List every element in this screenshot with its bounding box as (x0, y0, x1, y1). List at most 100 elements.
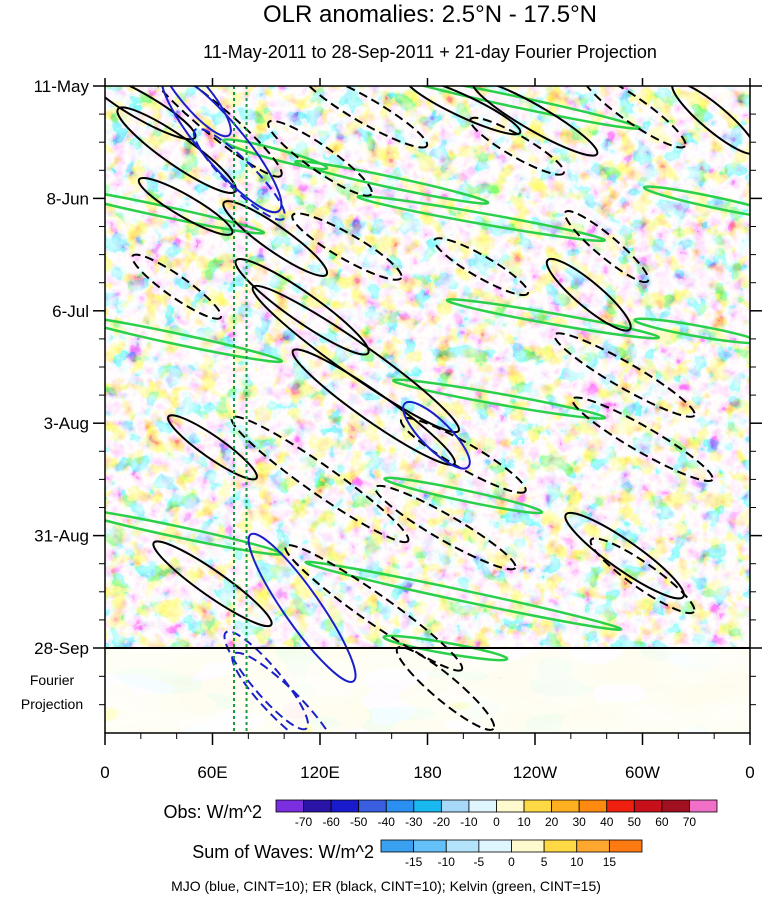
projection-label-fourier: Fourier (30, 672, 75, 688)
obs-colorbar-level-3: -40 (378, 815, 396, 829)
obs-colorbar-level-13: 60 (655, 815, 669, 829)
obs-colorbar-level-14: 70 (683, 815, 697, 829)
obs-colorbar-level-10: 30 (573, 815, 587, 829)
obs-colorbar-label: Obs: W/m^2 (164, 802, 262, 822)
obs-colorbar-swatch-12 (606, 799, 635, 813)
y-axis: 11-May 8-Jun 6-Jul 3-Aug 31-Aug 28-Sep (34, 77, 762, 706)
er-contour-27 (589, 537, 696, 615)
obs-colorbar-swatch-4 (385, 799, 415, 813)
er-contour-23 (553, 332, 696, 418)
chart-title: OLR anomalies: 2.5°N - 17.5°N (263, 1, 597, 28)
y-tick-label-0: 11-May (34, 77, 90, 96)
obs-colorbar-level-9: 20 (545, 815, 559, 829)
x-tick-label-6: 0 (745, 763, 754, 782)
obs-colorbar-swatch-7 (468, 799, 497, 813)
obs-colorbar-swatch-10 (551, 799, 580, 813)
waves-colorbar-level-3: 0 (508, 855, 515, 869)
er-contour-16 (563, 210, 650, 284)
mjo-contour-6 (231, 651, 338, 733)
er-contour-21 (230, 415, 410, 544)
waves-colorbar-swatch-7 (608, 839, 643, 853)
er-contour-8 (267, 119, 373, 197)
obs-colorbar-level-5: -20 (433, 815, 451, 829)
mjo-contour-4 (247, 532, 357, 683)
obs-colorbar-swatch-11 (578, 799, 608, 813)
x-tick-label-2: 120E (300, 763, 340, 782)
y-tick-label-3: 3-Aug (44, 414, 89, 433)
kelvin-contour-7 (105, 314, 284, 364)
er-contour-25 (374, 484, 517, 571)
obs-colorbar-swatch-1 (303, 799, 332, 813)
obs-colorbar-swatch-14 (661, 799, 690, 813)
obs-colorbar-level-2: -50 (350, 815, 368, 829)
contour-legend: MJO (blue, CINT=10); ER (black, CINT=10)… (171, 878, 601, 894)
waves-colorbar-swatch-3 (478, 839, 512, 853)
obs-colorbar-swatch-13 (633, 799, 663, 813)
er-contour-17 (545, 257, 632, 332)
waves-colorbar-swatch-4 (511, 839, 545, 853)
plot-area (104, 85, 751, 734)
er-contour-7 (671, 86, 750, 155)
er-contour-28 (152, 540, 273, 628)
kelvin-contour-8 (633, 317, 750, 345)
obs-colorbar-swatch-0 (275, 799, 304, 813)
x-tick-label-1: 60E (197, 763, 227, 782)
wave-contours (105, 86, 750, 733)
er-contour-11 (222, 200, 329, 277)
er-contour-9 (469, 116, 565, 176)
waves-colorbar-level-5: 10 (570, 855, 584, 869)
obs-colorbar-level-0: -70 (295, 815, 313, 829)
waves-colorbar-level-2: -5 (474, 855, 485, 869)
obs-colorbar-swatch-8 (496, 799, 525, 813)
kelvin-contour-13 (382, 634, 509, 662)
mjo-contour-5 (223, 630, 310, 731)
obs-olr-field (105, 86, 750, 648)
waves-colorbar-label: Sum of Waves: W/m^2 (192, 842, 374, 862)
mjo-contour-3 (402, 400, 471, 470)
y-tick-label-4: 31-Aug (34, 527, 89, 546)
obs-colorbar-swatch-3 (358, 799, 387, 813)
kelvin-contour-12 (304, 560, 623, 631)
obs-colorbar-level-1: -60 (322, 815, 340, 829)
kelvin-contour-2 (294, 159, 490, 205)
waves-colorbar-swatch-1 (413, 839, 447, 853)
obs-colorbar-swatch-2 (330, 799, 360, 813)
kelvin-contour-4 (105, 186, 266, 235)
er-contour-26 (564, 511, 685, 600)
kelvin-contour-9 (392, 378, 607, 420)
chart-subtitle: 11-May-2011 to 28-Sep-2011 + 21-day Four… (203, 42, 657, 62)
obs-colorbar-level-12: 50 (628, 815, 642, 829)
er-contour-4 (405, 86, 522, 136)
kelvin-contour-10 (383, 476, 544, 515)
obs-colorbar-level-8: 10 (517, 815, 531, 829)
er-contour-6 (580, 86, 687, 149)
obs-colorbar-level-6: -10 (460, 815, 478, 829)
waves-colorbar-swatch-5 (543, 839, 578, 853)
obs-colorbar: -70 -60 -50 -40 -30 -20 -10 0 10 20 30 40 50 60 70 (275, 799, 718, 829)
obs-colorbar-swatch-6 (440, 799, 470, 813)
x-tick-label-4: 120W (513, 763, 557, 782)
kelvin-contour-6 (445, 298, 661, 340)
er-contour-20 (167, 414, 258, 481)
er-contour-29 (284, 544, 464, 672)
waves-colorbar-level-1: -10 (438, 855, 456, 869)
obs-colorbar-swatch-15 (689, 799, 718, 813)
y-tick-label-5: 28-Sep (34, 639, 89, 658)
waves-colorbar-level-4: 5 (541, 855, 548, 869)
obs-colorbar-level-11: 40 (600, 815, 614, 829)
er-contour-14 (234, 258, 370, 356)
waves-colorbar: -15 -10 -5 0 5 10 15 (380, 839, 643, 869)
er-contour-13 (131, 253, 223, 320)
obs-colorbar-level-7: 0 (493, 815, 500, 829)
y-tick-label-1: 8-Jun (46, 189, 89, 208)
er-contour-3 (301, 86, 429, 149)
er-contour-0 (105, 86, 197, 141)
waves-colorbar-swatch-2 (445, 839, 480, 853)
er-contour-15 (433, 237, 530, 297)
waves-colorbar-swatch-6 (576, 839, 610, 853)
er-contour-5 (471, 86, 599, 157)
projection-label-projection: Projection (21, 696, 83, 712)
mjo-contour-2 (157, 86, 232, 138)
x-axis: 0 60E 120E 180 120W 60W 0 (100, 78, 755, 782)
obs-colorbar-level-4: -30 (405, 815, 423, 829)
